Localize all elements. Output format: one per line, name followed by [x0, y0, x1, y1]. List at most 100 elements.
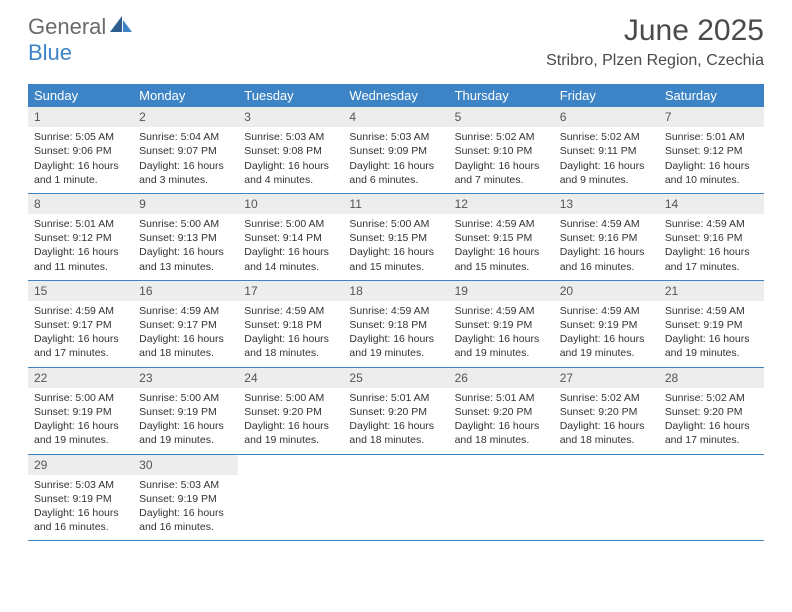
calendar-cell: 18Sunrise: 4:59 AMSunset: 9:18 PMDayligh…	[343, 281, 448, 367]
calendar-cell	[659, 455, 764, 541]
calendar-cell: 22Sunrise: 5:00 AMSunset: 9:19 PMDayligh…	[28, 368, 133, 454]
sunrise-text: Sunrise: 4:59 AM	[139, 304, 232, 318]
cell-body: Sunrise: 5:00 AMSunset: 9:20 PMDaylight:…	[238, 391, 343, 448]
cell-body: Sunrise: 5:00 AMSunset: 9:19 PMDaylight:…	[133, 391, 238, 448]
day-header-tue: Tuesday	[238, 84, 343, 107]
cell-body: Sunrise: 4:59 AMSunset: 9:19 PMDaylight:…	[554, 304, 659, 361]
calendar-cell	[554, 455, 659, 541]
sail-icon	[108, 14, 134, 40]
calendar-cell: 10Sunrise: 5:00 AMSunset: 9:14 PMDayligh…	[238, 194, 343, 280]
sunset-text: Sunset: 9:19 PM	[139, 492, 232, 506]
daylight-text: Daylight: 16 hours and 1 minute.	[34, 159, 127, 187]
day-number: 17	[238, 281, 343, 301]
day-header-sat: Saturday	[659, 84, 764, 107]
sunrise-text: Sunrise: 4:59 AM	[455, 217, 548, 231]
sunset-text: Sunset: 9:07 PM	[139, 144, 232, 158]
day-number: 11	[343, 194, 448, 214]
calendar-cell: 21Sunrise: 4:59 AMSunset: 9:19 PMDayligh…	[659, 281, 764, 367]
daylight-text: Daylight: 16 hours and 14 minutes.	[244, 245, 337, 273]
calendar-cell: 8Sunrise: 5:01 AMSunset: 9:12 PMDaylight…	[28, 194, 133, 280]
cell-body: Sunrise: 5:02 AMSunset: 9:20 PMDaylight:…	[659, 391, 764, 448]
calendar-cell: 1Sunrise: 5:05 AMSunset: 9:06 PMDaylight…	[28, 107, 133, 193]
sunset-text: Sunset: 9:16 PM	[560, 231, 653, 245]
calendar-cell: 17Sunrise: 4:59 AMSunset: 9:18 PMDayligh…	[238, 281, 343, 367]
sunset-text: Sunset: 9:15 PM	[349, 231, 442, 245]
sunrise-text: Sunrise: 5:01 AM	[34, 217, 127, 231]
day-number: 8	[28, 194, 133, 214]
calendar-cell	[343, 455, 448, 541]
week-row: 15Sunrise: 4:59 AMSunset: 9:17 PMDayligh…	[28, 281, 764, 368]
daylight-text: Daylight: 16 hours and 17 minutes.	[665, 245, 758, 273]
sunset-text: Sunset: 9:19 PM	[34, 405, 127, 419]
daylight-text: Daylight: 16 hours and 15 minutes.	[349, 245, 442, 273]
day-number: 4	[343, 107, 448, 127]
header: General June 2025 Stribro, Plzen Region,…	[0, 0, 792, 76]
daylight-text: Daylight: 16 hours and 16 minutes.	[560, 245, 653, 273]
calendar-cell: 13Sunrise: 4:59 AMSunset: 9:16 PMDayligh…	[554, 194, 659, 280]
cell-body: Sunrise: 5:02 AMSunset: 9:20 PMDaylight:…	[554, 391, 659, 448]
day-header-sun: Sunday	[28, 84, 133, 107]
sunset-text: Sunset: 9:20 PM	[665, 405, 758, 419]
sunrise-text: Sunrise: 5:00 AM	[139, 217, 232, 231]
cell-body: Sunrise: 4:59 AMSunset: 9:18 PMDaylight:…	[343, 304, 448, 361]
sunrise-text: Sunrise: 5:05 AM	[34, 130, 127, 144]
daylight-text: Daylight: 16 hours and 7 minutes.	[455, 159, 548, 187]
calendar-cell: 7Sunrise: 5:01 AMSunset: 9:12 PMDaylight…	[659, 107, 764, 193]
calendar-cell: 30Sunrise: 5:03 AMSunset: 9:19 PMDayligh…	[133, 455, 238, 541]
sunset-text: Sunset: 9:15 PM	[455, 231, 548, 245]
sunrise-text: Sunrise: 4:59 AM	[455, 304, 548, 318]
sunrise-text: Sunrise: 4:59 AM	[34, 304, 127, 318]
day-number: 7	[659, 107, 764, 127]
cell-body: Sunrise: 4:59 AMSunset: 9:19 PMDaylight:…	[449, 304, 554, 361]
sunset-text: Sunset: 9:19 PM	[139, 405, 232, 419]
calendar-cell: 23Sunrise: 5:00 AMSunset: 9:19 PMDayligh…	[133, 368, 238, 454]
sunset-text: Sunset: 9:20 PM	[455, 405, 548, 419]
sunrise-text: Sunrise: 5:01 AM	[665, 130, 758, 144]
week-row: 29Sunrise: 5:03 AMSunset: 9:19 PMDayligh…	[28, 455, 764, 542]
day-number: 3	[238, 107, 343, 127]
sunrise-text: Sunrise: 5:00 AM	[34, 391, 127, 405]
daylight-text: Daylight: 16 hours and 6 minutes.	[349, 159, 442, 187]
calendar-cell: 16Sunrise: 4:59 AMSunset: 9:17 PMDayligh…	[133, 281, 238, 367]
sunrise-text: Sunrise: 5:02 AM	[560, 130, 653, 144]
daylight-text: Daylight: 16 hours and 18 minutes.	[455, 419, 548, 447]
week-row: 1Sunrise: 5:05 AMSunset: 9:06 PMDaylight…	[28, 107, 764, 194]
sunrise-text: Sunrise: 5:01 AM	[455, 391, 548, 405]
sunrise-text: Sunrise: 4:59 AM	[665, 217, 758, 231]
daylight-text: Daylight: 16 hours and 4 minutes.	[244, 159, 337, 187]
cell-body: Sunrise: 5:00 AMSunset: 9:15 PMDaylight:…	[343, 217, 448, 274]
sunset-text: Sunset: 9:18 PM	[349, 318, 442, 332]
day-number: 10	[238, 194, 343, 214]
calendar-cell: 6Sunrise: 5:02 AMSunset: 9:11 PMDaylight…	[554, 107, 659, 193]
sunset-text: Sunset: 9:09 PM	[349, 144, 442, 158]
day-header-fri: Friday	[554, 84, 659, 107]
sunset-text: Sunset: 9:06 PM	[34, 144, 127, 158]
calendar-cell	[238, 455, 343, 541]
day-header-thu: Thursday	[449, 84, 554, 107]
cell-body: Sunrise: 5:05 AMSunset: 9:06 PMDaylight:…	[28, 130, 133, 187]
sunset-text: Sunset: 9:08 PM	[244, 144, 337, 158]
cell-body: Sunrise: 4:59 AMSunset: 9:16 PMDaylight:…	[659, 217, 764, 274]
cell-body: Sunrise: 5:00 AMSunset: 9:13 PMDaylight:…	[133, 217, 238, 274]
sunset-text: Sunset: 9:20 PM	[349, 405, 442, 419]
day-number: 27	[554, 368, 659, 388]
calendar-cell: 27 Sunrise: 5:02 AMSunset: 9:20 PMDayligh…	[554, 368, 659, 454]
day-number: 28	[659, 368, 764, 388]
sunset-text: Sunset: 9:17 PM	[34, 318, 127, 332]
daylight-text: Daylight: 16 hours and 18 minutes.	[139, 332, 232, 360]
day-number: 9	[133, 194, 238, 214]
sunrise-text: Sunrise: 5:02 AM	[560, 391, 653, 405]
sunset-text: Sunset: 9:20 PM	[560, 405, 653, 419]
page-title: June 2025	[546, 14, 764, 48]
sunrise-text: Sunrise: 5:00 AM	[244, 217, 337, 231]
day-number: 24	[238, 368, 343, 388]
daylight-text: Daylight: 16 hours and 19 minutes.	[34, 419, 127, 447]
sunrise-text: Sunrise: 4:59 AM	[560, 304, 653, 318]
day-header-mon: Monday	[133, 84, 238, 107]
sunset-text: Sunset: 9:13 PM	[139, 231, 232, 245]
daylight-text: Daylight: 16 hours and 3 minutes.	[139, 159, 232, 187]
daylight-text: Daylight: 16 hours and 16 minutes.	[139, 506, 232, 534]
calendar: Sunday Monday Tuesday Wednesday Thursday…	[28, 84, 764, 541]
calendar-cell	[449, 455, 554, 541]
daylight-text: Daylight: 16 hours and 11 minutes.	[34, 245, 127, 273]
